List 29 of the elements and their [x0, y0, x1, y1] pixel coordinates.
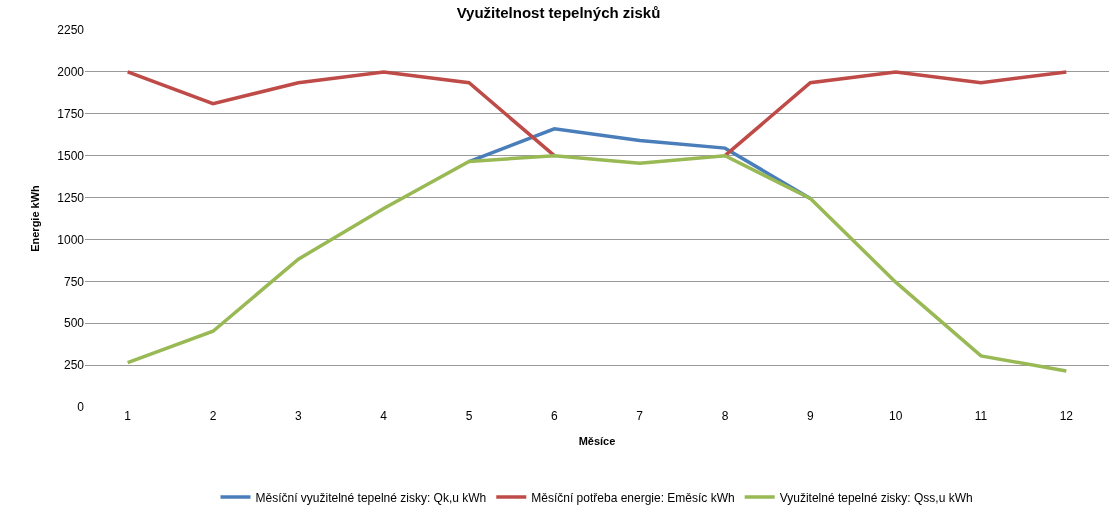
legend-label: Využitelné tepelné zisky: Qss,u kWh: [779, 490, 973, 505]
x-tick-label: 3: [294, 409, 302, 423]
y-tick-label: 0: [77, 400, 85, 415]
line-series: [125, 153, 1069, 373]
legend-label: Měsíční potřeba energie: Eměsíc kWh: [531, 490, 735, 505]
y-tick-label: 1250: [57, 190, 85, 205]
y-tick-label: 500: [63, 316, 85, 331]
x-tick-label: 9: [806, 409, 814, 423]
y-axis-title: Energie kWh: [28, 184, 41, 252]
y-tick-label: 1000: [57, 232, 85, 247]
x-tick-label: 12: [1059, 409, 1074, 423]
y-tick-label: 250: [63, 358, 85, 373]
y-tick-label: 1750: [57, 106, 85, 121]
x-tick-label: 2: [209, 409, 217, 423]
y-tick-label: 750: [63, 274, 85, 289]
y-tick-label: 1500: [57, 148, 85, 163]
x-axis-title: Měsíce: [578, 435, 616, 448]
chart-title: Využitelnost tepelných zisků: [456, 4, 661, 22]
x-tick-label: 1: [124, 409, 132, 423]
x-tick-label: 11: [974, 409, 988, 423]
x-tick-label: 4: [380, 409, 388, 423]
x-tick-label: 8: [721, 409, 729, 423]
x-tick-label: 10: [888, 409, 903, 423]
x-tick-label: 7: [636, 409, 644, 423]
x-tick-label: 6: [550, 409, 558, 423]
x-tick-label: 5: [465, 409, 473, 423]
y-tick-label: 2250: [57, 23, 85, 38]
legend-label: Měsíční využitelné tepelné zisky: Qk,u kWh: [255, 490, 487, 505]
y-tick-label: 2000: [57, 65, 85, 80]
